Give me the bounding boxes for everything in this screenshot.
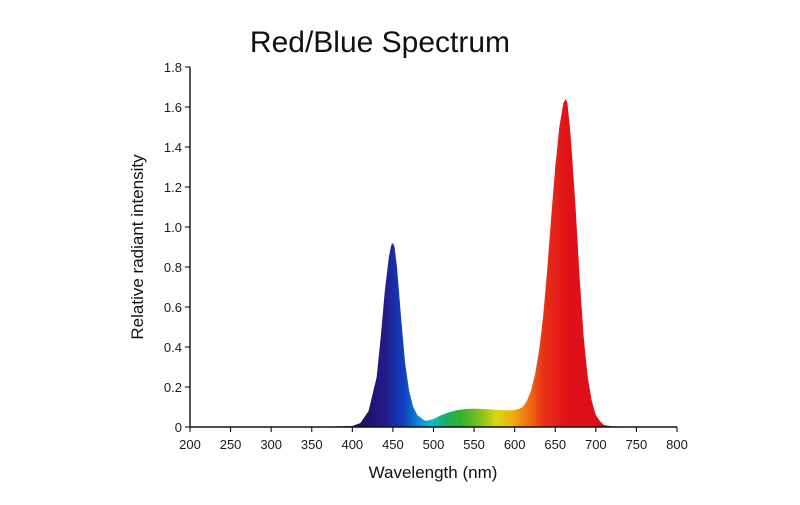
x-tick-label: 300 (260, 437, 282, 452)
x-tick-label: 200 (179, 437, 201, 452)
x-tick-label: 350 (301, 437, 323, 452)
y-tick-label: 0.4 (164, 340, 182, 355)
chart-title: Red/Blue Spectrum (250, 26, 510, 59)
x-tick-label: 500 (423, 437, 445, 452)
x-axis-ticks: 200 250 300 350 400 450 500 550 600 650 700 750 800 (179, 427, 688, 452)
x-tick-label: 600 (504, 437, 526, 452)
spectrum-area-0 (190, 99, 677, 427)
x-tick-label: 750 (626, 437, 648, 452)
y-tick-label: 0.6 (164, 300, 182, 315)
y-tick-label: 0 (175, 420, 182, 435)
y-tick-label: 1.6 (164, 100, 182, 115)
y-tick-label: 1.0 (164, 220, 182, 235)
x-axis-label: Wavelength (nm) (369, 463, 498, 482)
y-tick-label: 1.2 (164, 180, 182, 195)
y-tick-label: 0.8 (164, 260, 182, 275)
x-tick-label: 650 (544, 437, 566, 452)
x-tick-label: 250 (220, 437, 242, 452)
plot-area (190, 99, 677, 427)
y-tick-label: 0.2 (164, 380, 182, 395)
x-tick-label: 550 (463, 437, 485, 452)
x-tick-label: 450 (382, 437, 404, 452)
y-axis-label: Relative radiant intensity (128, 154, 147, 340)
y-axis-ticks: 0 0.2 0.4 0.6 0.8 1.0 1.2 1.4 1.6 1.8 (164, 60, 190, 435)
y-tick-label: 1.8 (164, 60, 182, 75)
y-tick-label: 1.4 (164, 140, 182, 155)
x-tick-label: 700 (585, 437, 607, 452)
x-tick-label: 800 (666, 437, 688, 452)
x-tick-label: 400 (341, 437, 363, 452)
